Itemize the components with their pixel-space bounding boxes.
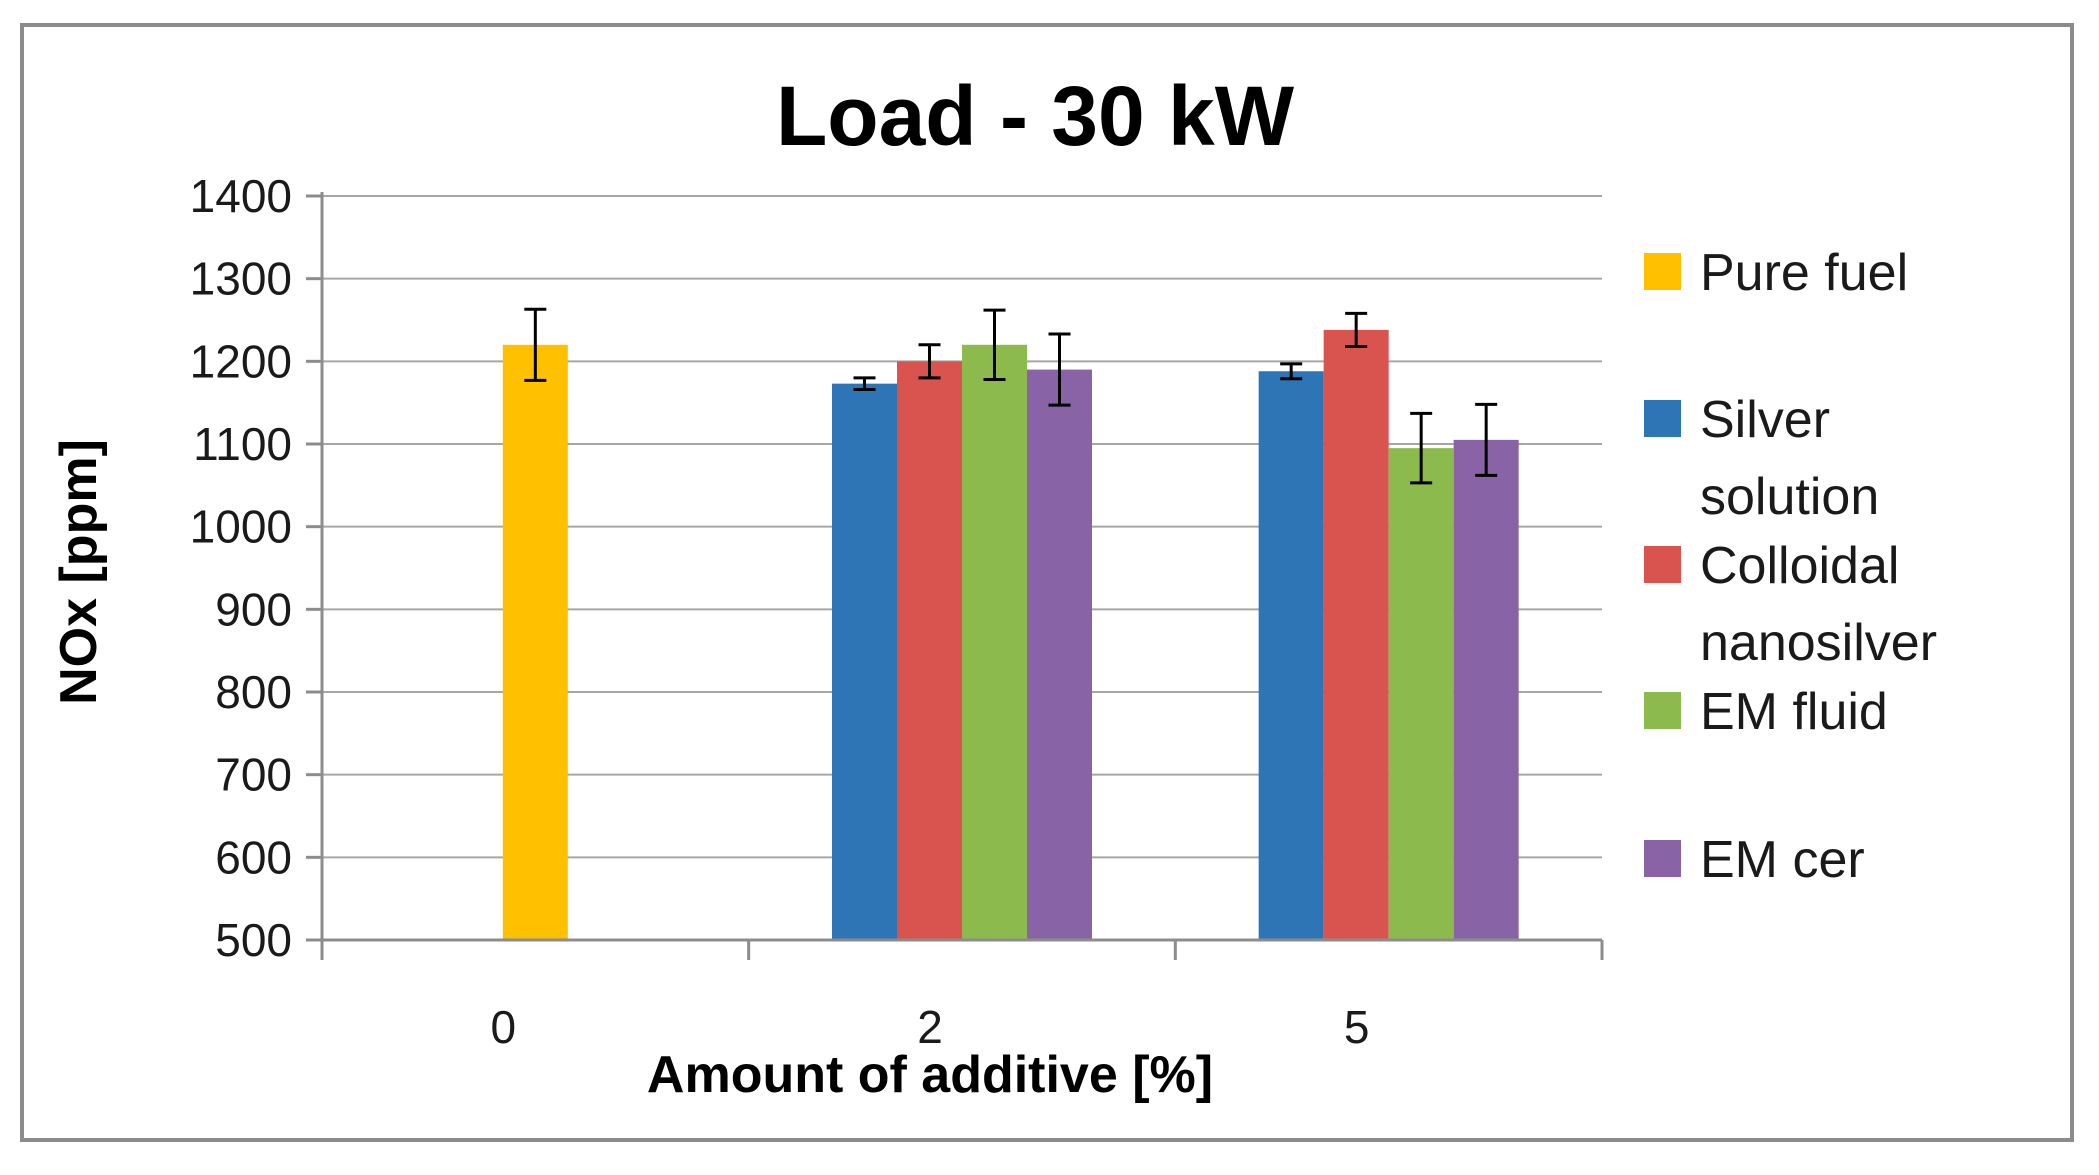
y-tick-label-800: 800 <box>215 666 292 718</box>
x-tick-label-5: 5 <box>1344 1001 1370 1053</box>
legend-label-silver-solution-line-2: solution <box>1700 468 1879 526</box>
legend-label-colloidal-nanosilver-line-2: nanosilver <box>1700 614 1937 672</box>
y-tick-label-1300: 1300 <box>190 253 292 305</box>
bar-em-fluid-5 <box>1388 448 1454 940</box>
bar-silver-solution-5 <box>1258 371 1324 941</box>
legend-label-colloidal-nanosilver-line-1: Colloidal <box>1700 537 1899 595</box>
y-tick-label-1000: 1000 <box>190 501 292 553</box>
bar-silver-solution-2 <box>832 383 897 940</box>
legend-swatch-pure-fuel <box>1644 253 1681 290</box>
bar-em-cer-5 <box>1453 439 1519 940</box>
legend-swatch-em-fluid <box>1644 692 1681 729</box>
legend-label-em-fluid: EM fluid <box>1700 683 1888 741</box>
y-tick-label-1400: 1400 <box>190 170 292 222</box>
legend-swatch-em-cer <box>1644 840 1681 877</box>
y-tick-label-600: 600 <box>215 831 292 883</box>
bar-em-fluid-2 <box>962 344 1027 940</box>
axes <box>306 192 1604 960</box>
y-tick-label-900: 900 <box>215 583 292 635</box>
legend-label-silver-solution-line-1: Silver <box>1700 391 1830 449</box>
error-bars <box>524 307 1498 485</box>
legend-swatch-colloidal-nanosilver <box>1644 546 1681 583</box>
bar-em-cer-2 <box>1027 369 1092 941</box>
chart-title: Load - 30 kW <box>776 69 1295 163</box>
y-tick-label-1100: 1100 <box>193 418 292 470</box>
x-axis-label: Amount of additive [%] <box>647 1046 1213 1104</box>
y-tick-labels: 500 600 700 800 900 1000 1100 1200 1300 1400 <box>190 170 292 966</box>
y-tick-label-500: 500 <box>215 914 292 966</box>
bar-colloidal-nanosilver-2 <box>897 361 962 940</box>
bar-pure-fuel-0 <box>502 344 568 940</box>
y-tick-label-1200: 1200 <box>190 335 292 387</box>
legend-label-pure-fuel: Pure fuel <box>1700 244 1908 302</box>
legend-label-em-cer: EM cer <box>1700 831 1865 889</box>
bar-colloidal-nanosilver-5 <box>1323 329 1389 940</box>
x-tick-label-0: 0 <box>491 1001 517 1053</box>
bars <box>502 329 1519 941</box>
legend-swatch-silver-solution <box>1644 400 1681 437</box>
x-tick-label-2: 2 <box>917 1001 943 1053</box>
x-tick-labels: 0 2 5 <box>491 1001 1370 1053</box>
y-tick-label-700: 700 <box>215 749 292 801</box>
y-axis-label: NOx [ppm] <box>50 439 108 705</box>
legend: Pure fuel Silver solution Colloidal nanosilv… <box>1644 244 1937 889</box>
